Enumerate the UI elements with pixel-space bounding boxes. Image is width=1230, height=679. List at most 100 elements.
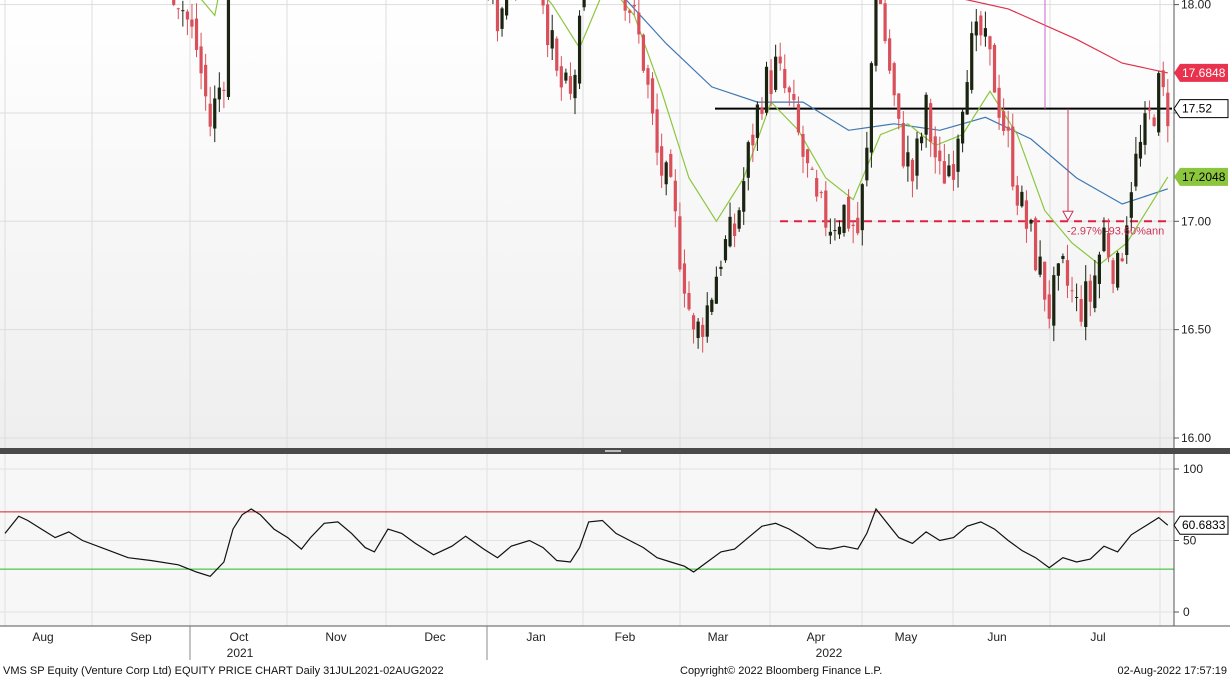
last-value-tag-bg-1 [1173, 99, 1229, 119]
candle-body-169 [774, 56, 778, 90]
candle-body-159 [728, 216, 732, 247]
candle-body-176 [805, 149, 810, 164]
x-month-label-oct: Oct [230, 630, 249, 644]
candlestick-series [172, 0, 1170, 353]
candle-body-44 [204, 64, 208, 97]
x-year-label-2021: 2021 [227, 646, 254, 660]
candle-body-161 [737, 210, 741, 229]
downside-arrow-head [1062, 210, 1074, 222]
candle-body-178 [815, 178, 819, 197]
x-month-label-sep: Sep [130, 630, 152, 644]
candle-body-180 [824, 190, 828, 228]
rsi-y-tick-label-2: 0 [1183, 605, 1190, 619]
candle-body-183 [837, 226, 842, 235]
candle-body-158 [723, 239, 728, 261]
candle-body-40 [185, 11, 189, 20]
candle-body-121 [555, 38, 559, 71]
last-value-tag-0: 17.6848 [1182, 66, 1226, 80]
candle-body-49 [226, 0, 231, 97]
candle-body-212 [970, 33, 974, 90]
candle-body-231 [1056, 263, 1060, 276]
candle-body-157 [719, 266, 723, 270]
moving-average-line-1 [625, 0, 1168, 205]
candle-body-195 [892, 63, 896, 96]
candle-body-199 [910, 159, 915, 182]
x-month-label-nov: Nov [325, 630, 346, 644]
candle-body-38 [176, 8, 180, 10]
candle-body-163 [746, 142, 750, 178]
candle-body-179 [819, 192, 823, 194]
candle-body-108 [495, 0, 500, 32]
candle-body-168 [769, 70, 773, 94]
x-month-label-feb: Feb [615, 630, 636, 644]
candle-body-184 [842, 204, 846, 233]
rsi-series [4, 507, 1169, 577]
candle-body-210 [961, 111, 965, 144]
x-month-label-mar: Mar [708, 630, 729, 644]
candle-body-47 [217, 87, 221, 100]
candle-body-230 [1052, 275, 1056, 326]
candle-body-207 [947, 165, 951, 177]
candle-body-214 [979, 15, 983, 36]
rsi-last-value-tag: 60.6833 [1182, 518, 1226, 532]
candle-body-152 [696, 321, 700, 339]
candle-body-151 [691, 315, 696, 330]
candle-body-119 [546, 4, 550, 46]
candle-body-153 [701, 324, 705, 337]
footer-security-title: VMS SP Equity (Venture Corp Ltd) EQUITY … [3, 665, 444, 677]
panel-divider-handle[interactable] [605, 450, 621, 452]
candle-body-149 [682, 263, 687, 294]
candle-body-200 [915, 138, 919, 176]
x-year-label-2022: 2022 [816, 646, 843, 660]
candle-body-252 [1152, 117, 1156, 126]
candle-body-227 [1038, 256, 1042, 275]
candle-body-46 [213, 98, 217, 129]
rsi-y-tick-label-1: 50 [1183, 534, 1197, 548]
rsi-y-tick-label-0: 100 [1183, 462, 1203, 476]
candle-body-120 [550, 30, 554, 49]
candle-body-148 [678, 216, 682, 270]
candle-body-145 [664, 162, 668, 185]
downside-annotation: -2.97% -93.60%ann [1067, 225, 1164, 237]
candle-body-219 [1002, 111, 1006, 131]
x-month-label-may: May [895, 630, 918, 644]
candle-body-209 [956, 138, 960, 172]
measurement-arrows: +5.59% (+508.61%ann.)-2.97% -93.60%ann [1044, 0, 1164, 237]
candle-body-229 [1047, 294, 1051, 319]
x-month-label-apr: Apr [807, 630, 826, 644]
rsi-line [4, 507, 1169, 577]
candle-body-232 [1061, 255, 1065, 259]
candle-body-238 [1088, 280, 1092, 302]
candle-body-243 [1111, 260, 1115, 284]
candle-body-166 [760, 107, 764, 114]
candle-body-222 [1015, 185, 1019, 206]
candle-body-255 [1166, 92, 1170, 127]
candle-body-197 [901, 123, 905, 167]
candle-body-140 [641, 34, 645, 71]
candle-body-173 [792, 94, 796, 100]
price-y-tick-label-8: 16.00 [1181, 431, 1211, 445]
candle-body-205 [938, 150, 942, 162]
candle-body-224 [1024, 200, 1029, 229]
candle-body-239 [1093, 275, 1097, 309]
candle-body-122 [559, 66, 563, 88]
candle-body-220 [1006, 126, 1010, 131]
reference-lines [0, 107, 1174, 570]
candle-body-251 [1147, 108, 1152, 111]
candle-body-202 [924, 94, 928, 135]
candle-body-172 [787, 87, 791, 93]
candle-body-139 [637, 12, 641, 35]
candle-body-193 [883, 3, 887, 42]
candle-body-236 [1079, 299, 1083, 322]
moving-average-lines [201, 0, 1169, 266]
candle-body-192 [878, 0, 883, 4]
footer-copyright: Copyright© 2022 Bloomberg Finance L.P. [680, 665, 882, 677]
candle-body-196 [897, 93, 901, 119]
axes: 20.0019.5019.0018.5018.0017.5017.0016.50… [0, 0, 1230, 660]
candle-body-126 [577, 15, 582, 84]
candle-body-118 [541, 0, 545, 6]
candle-body-217 [992, 44, 997, 93]
candle-body-124 [568, 76, 573, 94]
candle-body-160 [733, 223, 737, 236]
